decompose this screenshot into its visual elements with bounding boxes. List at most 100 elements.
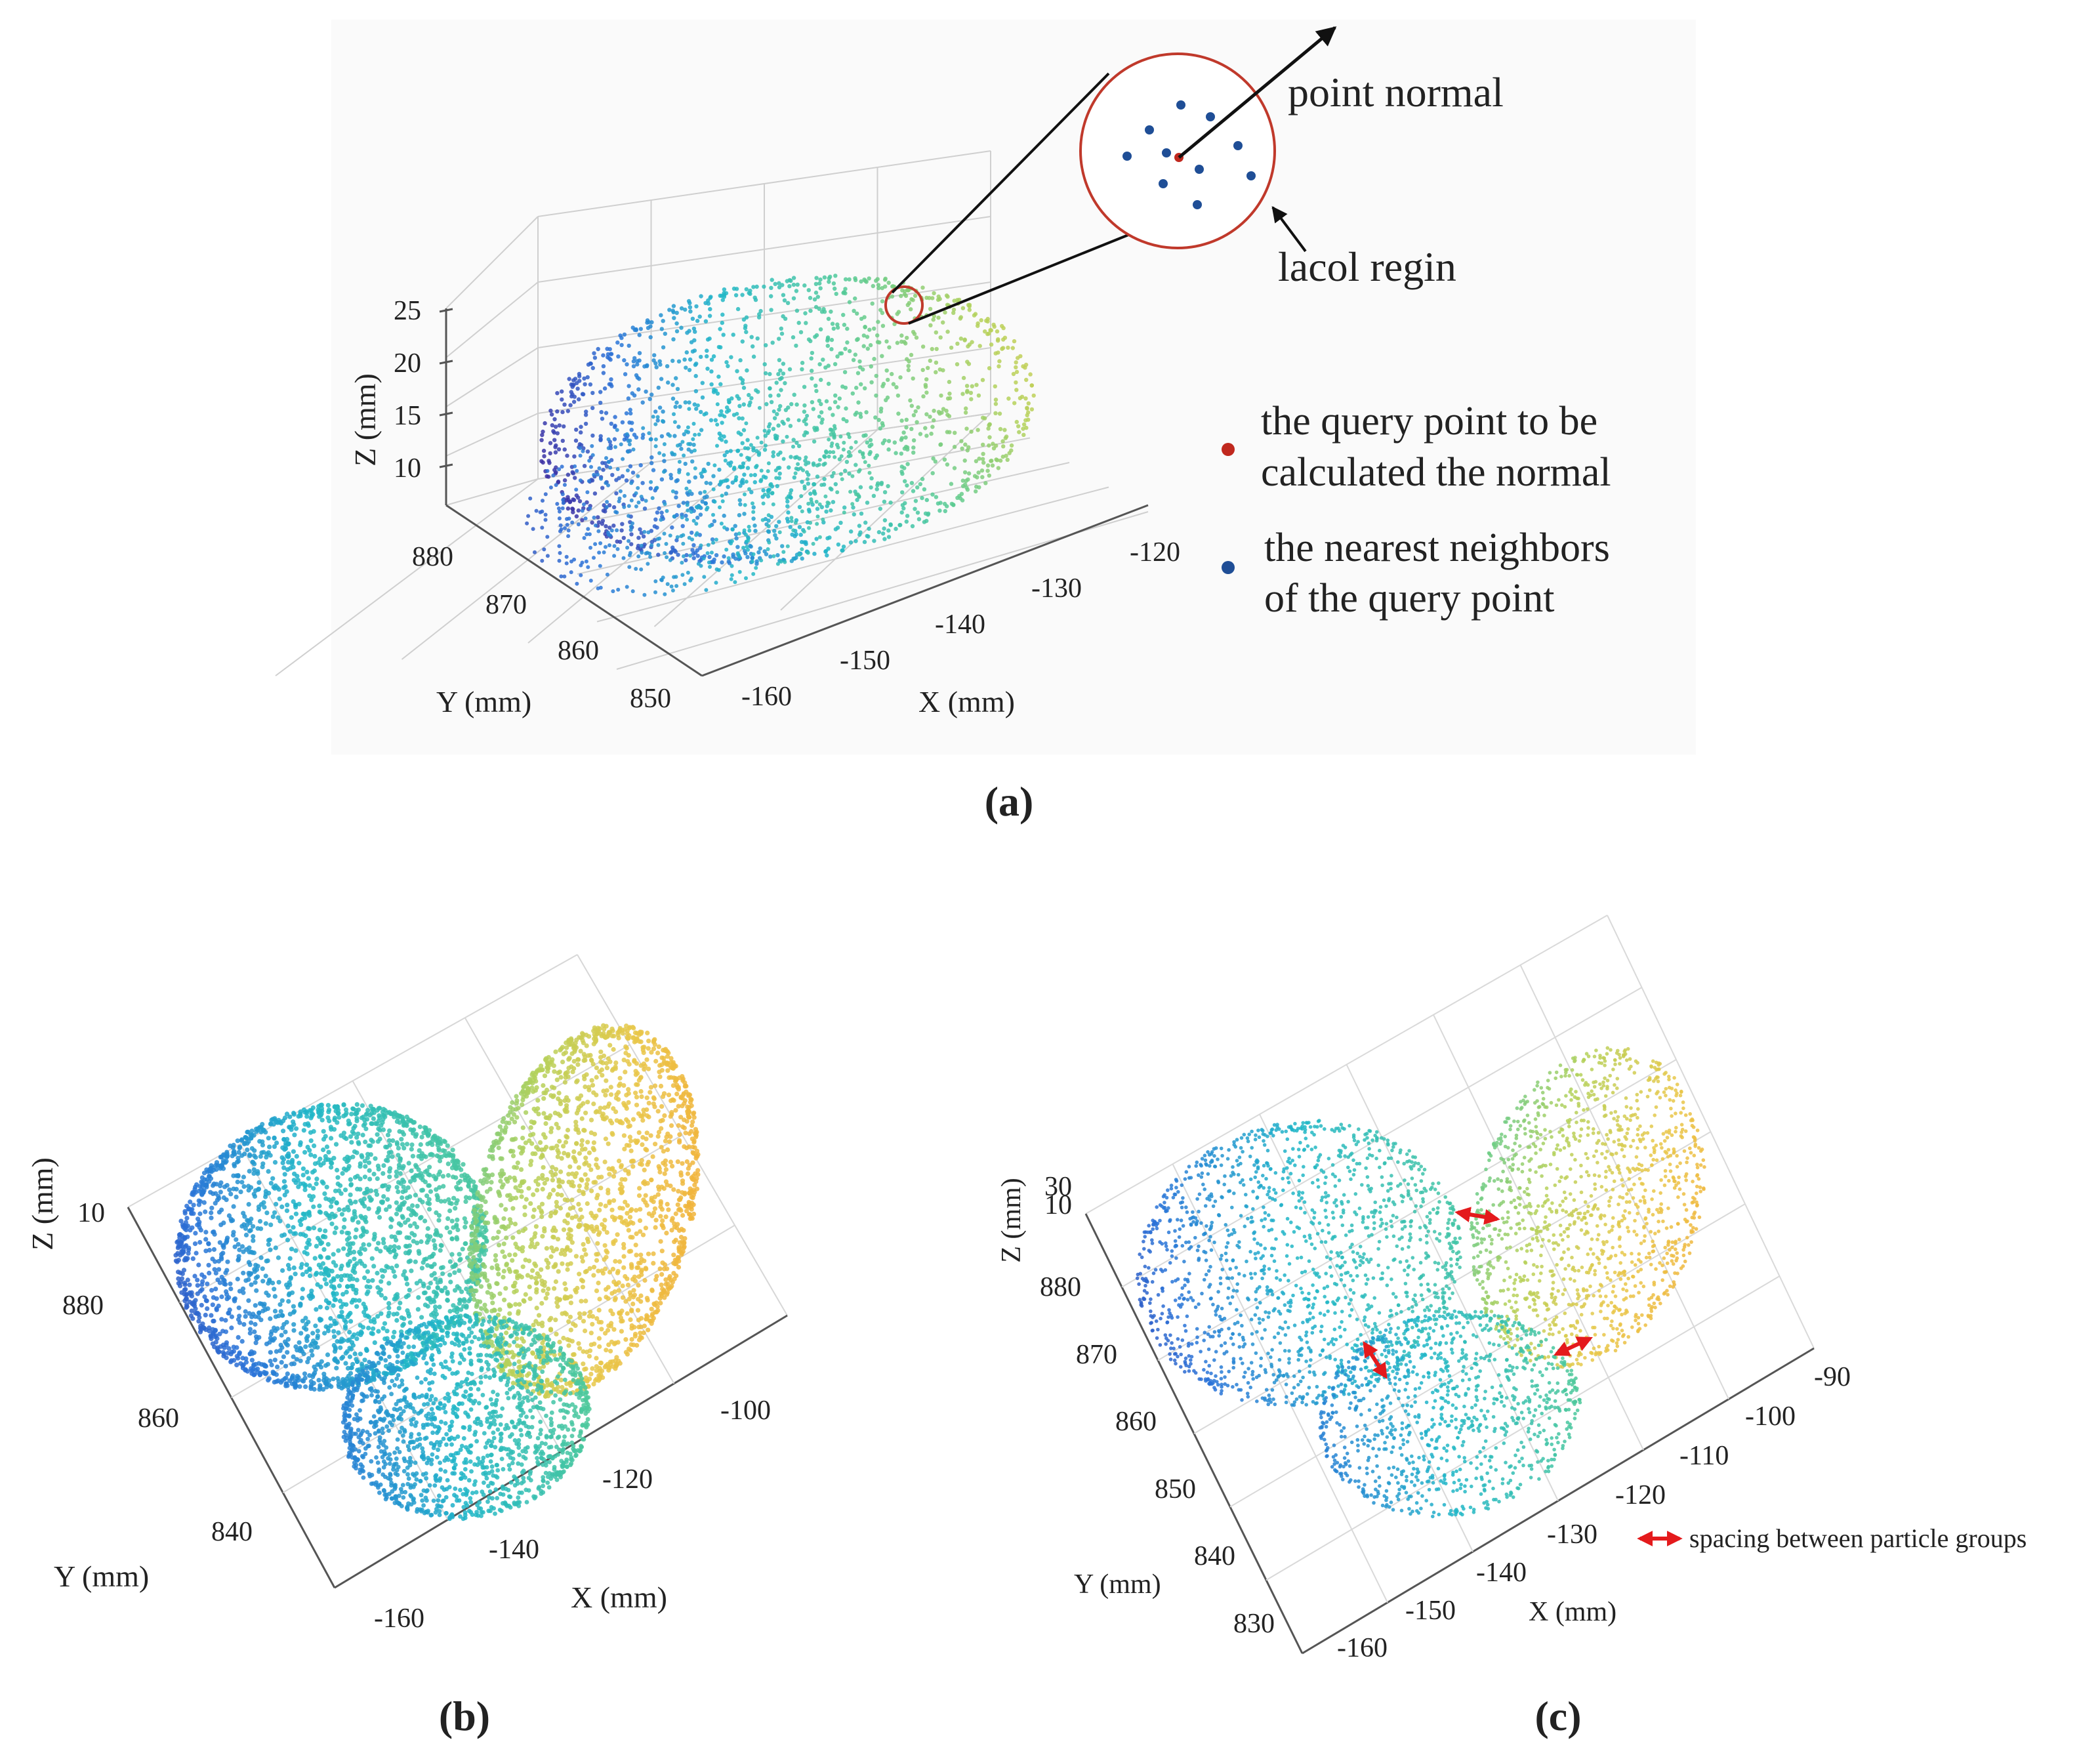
point [886, 484, 890, 489]
point [392, 1273, 398, 1279]
point [188, 1207, 194, 1212]
point [349, 1111, 354, 1117]
point [697, 432, 701, 437]
point [606, 532, 611, 537]
point [620, 474, 625, 478]
point [297, 1161, 302, 1166]
point [339, 1230, 344, 1235]
point [777, 530, 782, 535]
point [234, 1159, 240, 1165]
point [694, 304, 699, 309]
point [445, 1289, 450, 1294]
point [251, 1160, 256, 1165]
point [585, 500, 589, 505]
point [270, 1176, 276, 1181]
point [388, 1245, 393, 1250]
point [337, 1207, 342, 1212]
point [691, 556, 696, 560]
point [738, 484, 743, 488]
point [708, 481, 713, 486]
point [862, 315, 867, 320]
point [716, 344, 722, 350]
point [228, 1286, 234, 1291]
point [802, 486, 807, 491]
point [312, 1344, 318, 1350]
point [886, 528, 891, 533]
point [196, 1262, 201, 1268]
point [686, 442, 691, 446]
point [699, 294, 703, 299]
point [815, 522, 819, 526]
point [307, 1266, 312, 1272]
point [340, 1376, 346, 1382]
point [278, 1218, 283, 1224]
point [592, 351, 596, 356]
point [309, 1293, 314, 1298]
point [586, 565, 590, 569]
point [943, 508, 948, 514]
point [876, 529, 882, 535]
point [938, 335, 943, 340]
point [690, 530, 694, 535]
point [842, 510, 846, 515]
point [210, 1302, 215, 1308]
point [789, 278, 793, 283]
point [307, 1183, 312, 1188]
point [615, 340, 620, 345]
point [805, 413, 810, 418]
point [382, 1183, 388, 1188]
point [924, 390, 929, 395]
point [841, 312, 846, 318]
point [745, 466, 751, 470]
point [764, 552, 769, 556]
point [443, 1153, 449, 1159]
point [352, 1209, 357, 1214]
point [396, 1306, 401, 1311]
point [306, 1209, 312, 1215]
a-z-tick: 25 [394, 296, 421, 326]
point [846, 454, 851, 459]
point [707, 554, 712, 560]
point [606, 446, 611, 450]
point [678, 1115, 684, 1120]
point [203, 1249, 209, 1254]
point [207, 1167, 213, 1172]
point [272, 1308, 278, 1314]
point [604, 456, 608, 461]
point [789, 455, 793, 459]
a-region-pointer-arrow [1271, 206, 1307, 253]
a-z-tick-mark [439, 411, 453, 417]
point [746, 539, 751, 543]
point [460, 1247, 465, 1252]
point [183, 1287, 188, 1292]
point [810, 400, 815, 405]
point [293, 1211, 299, 1216]
point [798, 330, 804, 335]
point [835, 354, 840, 359]
point [445, 1161, 451, 1167]
point [398, 1205, 403, 1211]
point [359, 1246, 364, 1251]
point [258, 1226, 264, 1231]
point [974, 489, 978, 494]
point [333, 1225, 339, 1231]
point [718, 505, 722, 510]
legend-marker-query-icon [1222, 443, 1235, 456]
point [241, 1174, 246, 1180]
point [883, 276, 888, 281]
point [434, 1210, 439, 1215]
point [454, 1185, 459, 1190]
point [661, 345, 666, 350]
point [902, 340, 907, 344]
point [617, 1205, 623, 1211]
point [930, 471, 935, 476]
point [272, 1336, 278, 1341]
point [689, 506, 693, 511]
point [887, 345, 892, 350]
point [276, 1255, 281, 1260]
point [312, 1143, 317, 1148]
point [542, 547, 546, 552]
point [781, 314, 785, 319]
point [737, 498, 742, 503]
point [863, 278, 868, 283]
